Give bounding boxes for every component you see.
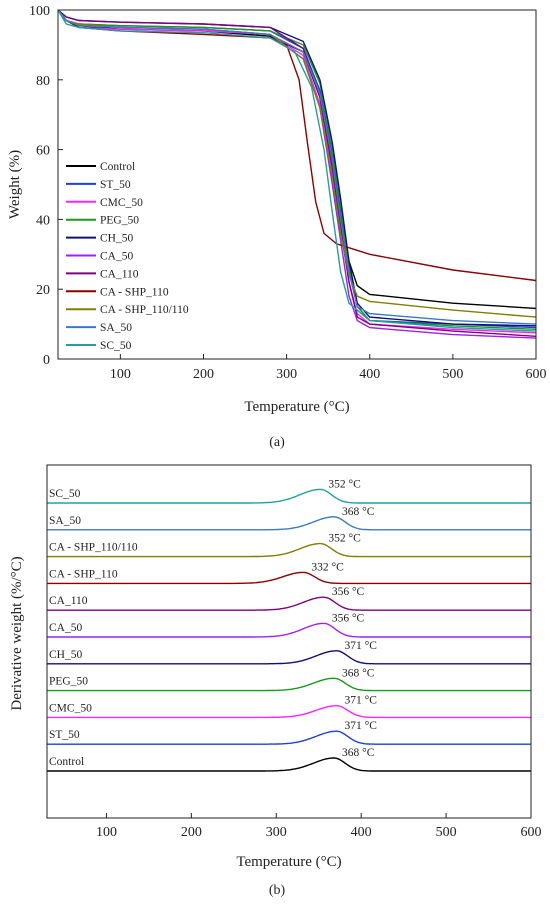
legend-label-ch-50: CH_50 [100,233,133,245]
dtg-line-ch-50 [47,650,531,665]
dtg-line-peg-50 [47,677,531,692]
peak-label-ca-shp-110-110: 352 °C [328,533,361,545]
chart-a-y-axis: 0 20 40 60 80 100 [29,4,63,368]
chart-b-x-axis: 100 200 300 400 500 600 [96,813,542,840]
x-tick-label: 500 [436,825,457,840]
y-tick-label: 20 [36,283,50,298]
legend-label-cmc-50: CMC_50 [100,197,143,209]
series-line-sa-50 [57,9,537,325]
peak-label-ca-50: 356 °C [332,612,365,624]
x-tick-label: 600 [526,367,547,382]
chart-a-x-axis: 100 200 300 400 500 600 [110,354,547,382]
chart-b: 100 200 300 400 500 600 Control ST_50 CMC_50 PEG… [9,464,542,898]
x-tick-label: 200 [193,367,214,382]
peak-label-st-50: 371 °C [345,720,378,732]
legend-label-ca-shp-110: CA - SHP_110 [100,286,169,298]
y-tick-label: 60 [36,144,50,159]
dtg-line-ca-110 [47,596,531,611]
series-name-control: Control [49,756,84,768]
peak-label-sc-50: 352 °C [328,478,361,490]
series-name-cmc-50: CMC_50 [49,702,92,714]
dtg-line-sc-50 [47,488,531,504]
chart-b-y-axis-label: Derivative weight (%/°C) [9,556,25,710]
peak-label-cmc-50: 371 °C [345,695,378,707]
x-tick-label: 100 [96,825,117,840]
x-tick-label: 500 [442,367,463,382]
dtg-line-st-50 [47,730,531,745]
chart-a: 100 200 300 400 500 600 0 20 40 60 80 100 Control S… [7,4,547,450]
x-tick-label: 100 [110,367,131,382]
chart-b-series-names: Control ST_50 CMC_50 PEG_50 CH_50 CA_50 CA_110… [49,488,138,768]
series-name-ca-shp-110: CA - SHP_110 [49,568,118,580]
x-tick-label: 300 [266,825,287,840]
y-tick-label: 40 [36,213,50,228]
peak-label-ca-shp-110: 332 °C [311,561,344,573]
dtg-line-sa-50 [47,516,531,531]
legend-label-ca-shp-110-110: CA - SHP_110/110 [100,304,189,316]
legend-label-ca-110: CA_110 [100,268,139,280]
series-line-sc-50 [57,9,537,332]
series-name-sa-50: SA_50 [49,515,81,527]
peak-label-ch-50: 371 °C [345,640,378,652]
peak-label-ca-110: 356 °C [332,586,365,598]
chart-a-series-lines [57,9,537,339]
x-tick-label: 400 [359,367,380,382]
dtg-line-cmc-50 [47,705,531,719]
y-tick-label: 100 [29,4,50,19]
panel-a-label: (a) [269,435,285,450]
dtg-line-ca-50 [47,622,531,638]
series-name-ch-50: CH_50 [49,649,82,661]
series-name-sc-50: SC_50 [49,488,81,500]
x-tick-label: 300 [276,367,297,382]
chart-a-y-axis-label: Weight (%) [7,150,23,219]
series-name-ca-50: CA_50 [49,622,82,634]
legend-label-peg-50: PEG_50 [100,215,139,227]
legend-label-ca-50: CA_50 [100,251,133,263]
legend-label-st-50: ST_50 [100,179,131,191]
chart-b-plot-frame [46,464,532,819]
x-tick-label: 600 [521,825,542,840]
chart-a-plot-frame [57,9,537,360]
series-line-ca-shp-110-110 [57,9,537,318]
chart-b-series-lines [47,488,531,772]
peak-label-peg-50: 368 °C [342,667,375,679]
legend-label-sa-50: SA_50 [100,322,132,334]
peak-label-sa-50: 368 °C [342,506,375,518]
legend-label-sc-50: SC_50 [100,340,132,352]
panel-b-label: (b) [269,883,286,898]
y-tick-label: 0 [43,353,50,368]
series-name-ca-110: CA_110 [49,595,88,607]
dtg-line-control [47,757,531,772]
peak-label-control: 368 °C [342,747,375,759]
dtg-line-ca-shp-110 [47,571,531,585]
chart-a-legend: Control ST_50 CMC_50 PEG_50 CH_50 CA_50 CA_110… [66,161,189,352]
chart-a-x-axis-label: Temperature (°C) [244,399,349,415]
series-name-peg-50: PEG_50 [49,676,88,688]
chart-b-x-axis-label: Temperature (°C) [236,854,341,870]
y-tick-label: 80 [36,74,50,89]
chart-b-peak-labels: 368 °C 371 °C 371 °C 368 °C 371 °C 356 °C 356 … [311,478,377,759]
x-tick-label: 400 [351,825,372,840]
legend-label-control: Control [100,161,135,173]
dtg-line-ca-shp-110-110 [47,542,531,558]
series-name-st-50: ST_50 [49,729,80,741]
x-tick-label: 200 [181,825,202,840]
series-name-ca-shp-110-110: CA - SHP_110/110 [49,542,138,554]
